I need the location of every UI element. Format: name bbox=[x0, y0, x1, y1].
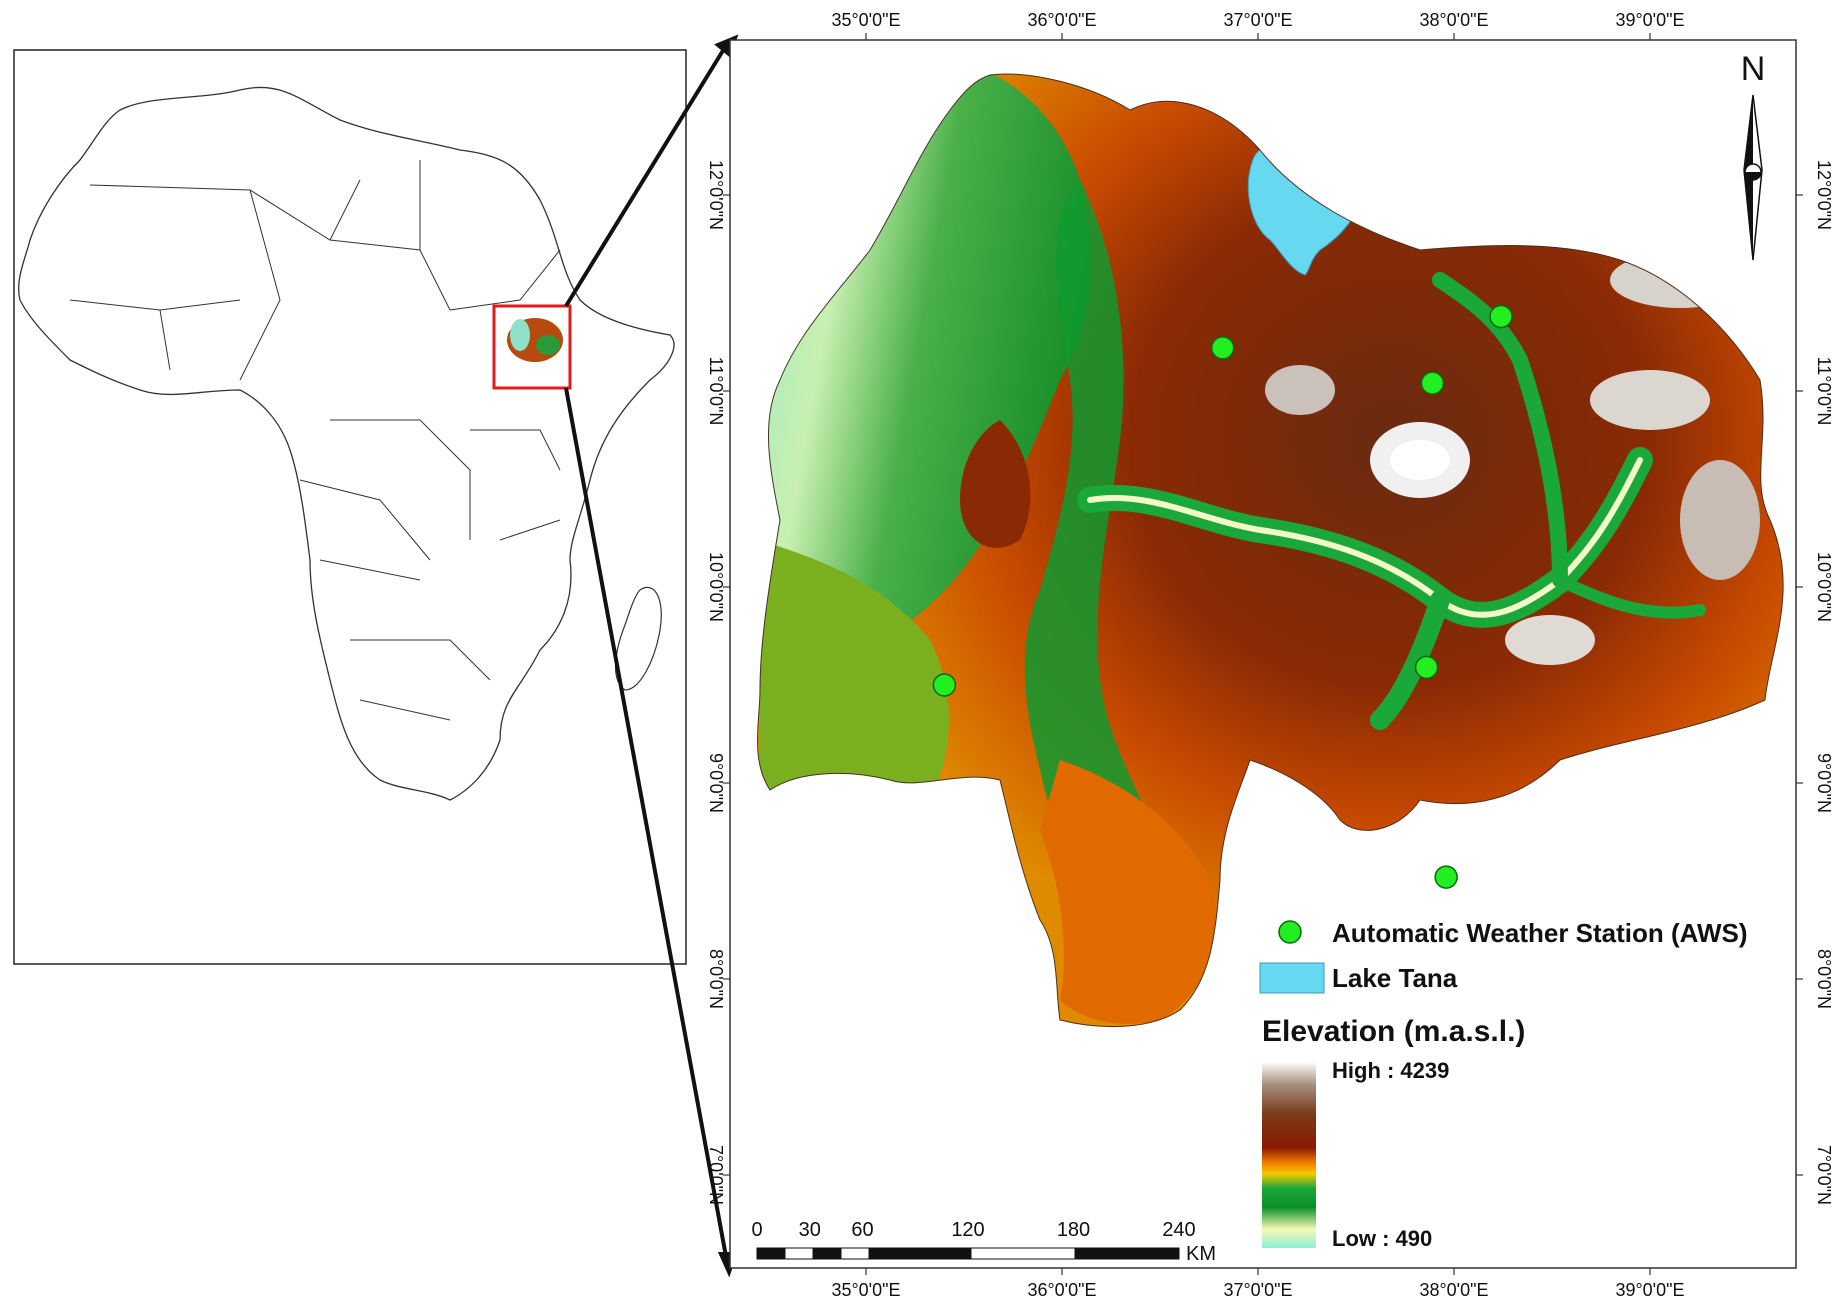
lat-tick-left-label: 9°0'0"N bbox=[706, 753, 726, 813]
lon-tick-top-label: 36°0'0"E bbox=[1027, 10, 1096, 30]
lon-tick-top-label: 37°0'0"E bbox=[1223, 10, 1292, 30]
elevation-legend-title: Elevation (m.a.s.l.) bbox=[1262, 1015, 1525, 1048]
lon-tick-bottom-label: 35°0'0"E bbox=[831, 1280, 900, 1300]
lat-tick-right-label: 8°0'0"N bbox=[1814, 949, 1834, 1009]
lat-tick-right-label: 11°0'0"N bbox=[1814, 357, 1834, 426]
longitude-ticks-bottom: 35°0'0"E 36°0'0"E 37°0'0"E 38°0'0"E 39°0'0"E bbox=[831, 1268, 1685, 1300]
study-area-thumbnail bbox=[507, 318, 563, 362]
scale-bar-unit: KM bbox=[1186, 1243, 1216, 1265]
legend: Automatic Weather Station (AWS) Lake Tan… bbox=[1259, 918, 1748, 1251]
lon-tick-bottom-label: 37°0'0"E bbox=[1223, 1280, 1292, 1300]
country-borders bbox=[69, 160, 561, 721]
aws-legend-label: Automatic Weather Station (AWS) bbox=[1332, 918, 1748, 948]
lat-tick-left-label: 11°0'0"N bbox=[706, 357, 726, 426]
lat-tick-left-label: 8°0'0"N bbox=[706, 949, 726, 1009]
scale-bar-segments bbox=[756, 1247, 1180, 1260]
main-map: 35°0'0"E 36°0'0"E 37°0'0"E 38°0'0"E 39°0'0"E… bbox=[706, 10, 1834, 1300]
scale-bar-label: 60 bbox=[851, 1219, 873, 1241]
lat-tick-left-label: 10°0'0"N bbox=[706, 552, 726, 622]
weather-station-marker bbox=[932, 673, 957, 697]
aws-legend-icon bbox=[1278, 920, 1302, 944]
elevation-colorbar bbox=[1262, 1062, 1316, 1248]
lake-legend-label: Lake Tana bbox=[1332, 963, 1458, 993]
lat-tick-left-label: 12°0'0"N bbox=[706, 160, 726, 230]
scale-bar-label: 180 bbox=[1057, 1219, 1090, 1241]
lon-tick-top-label: 35°0'0"E bbox=[831, 10, 900, 30]
lon-tick-bottom-label: 36°0'0"E bbox=[1027, 1280, 1096, 1300]
study-area-box bbox=[492, 304, 572, 390]
weather-station-marker bbox=[1210, 336, 1235, 360]
lat-tick-right-label: 12°0'0"N bbox=[1814, 160, 1834, 230]
scale-bar-label: 0 bbox=[751, 1219, 762, 1241]
weather-stations bbox=[932, 304, 1513, 889]
north-arrow: N bbox=[1741, 50, 1766, 261]
africa-outline bbox=[18, 86, 675, 801]
latitude-ticks-right: 12°0'0"N 11°0'0"N 10°0'0"N 9°0'0"N 8°0'0"N 7°… bbox=[1796, 160, 1834, 1205]
north-label: N bbox=[1741, 50, 1766, 88]
lat-tick-right-label: 9°0'0"N bbox=[1814, 753, 1834, 813]
weather-station-marker bbox=[1489, 304, 1513, 329]
scale-bar-label: 120 bbox=[951, 1219, 984, 1241]
lon-tick-bottom-label: 38°0'0"E bbox=[1419, 1280, 1488, 1300]
africa-inset-map bbox=[13, 49, 687, 965]
madagascar bbox=[614, 586, 662, 691]
weather-station-marker bbox=[1434, 865, 1458, 889]
lat-tick-right-label: 10°0'0"N bbox=[1814, 552, 1834, 622]
scale-bar-label: 240 bbox=[1162, 1219, 1195, 1241]
lake-legend-swatch bbox=[1259, 962, 1325, 994]
weather-station-marker bbox=[1420, 371, 1445, 395]
lat-tick-left-label: 7°0'0"N bbox=[706, 1145, 726, 1205]
lon-tick-bottom-label: 39°0'0"E bbox=[1615, 1280, 1684, 1300]
scale-bar-label: 30 bbox=[799, 1219, 821, 1241]
lon-tick-top-label: 39°0'0"E bbox=[1615, 10, 1684, 30]
longitude-ticks-top: 35°0'0"E 36°0'0"E 37°0'0"E 38°0'0"E 39°0'0"E bbox=[831, 10, 1685, 40]
lat-tick-right-label: 7°0'0"N bbox=[1814, 1145, 1834, 1205]
lon-tick-top-label: 38°0'0"E bbox=[1419, 10, 1488, 30]
elevation-low-label: Low : 490 bbox=[1332, 1226, 1432, 1251]
scale-bar-labels: 0 30 60 120 180 240 bbox=[751, 1219, 1195, 1241]
scale-bar: 0 30 60 120 180 240 KM bbox=[751, 1219, 1216, 1265]
elevation-high-label: High : 4239 bbox=[1332, 1058, 1449, 1083]
weather-station-marker bbox=[1414, 655, 1439, 680]
latitude-ticks-left: 12°0'0"N 11°0'0"N 10°0'0"N 9°0'0"N 8°0'0"N 7°… bbox=[706, 160, 730, 1205]
